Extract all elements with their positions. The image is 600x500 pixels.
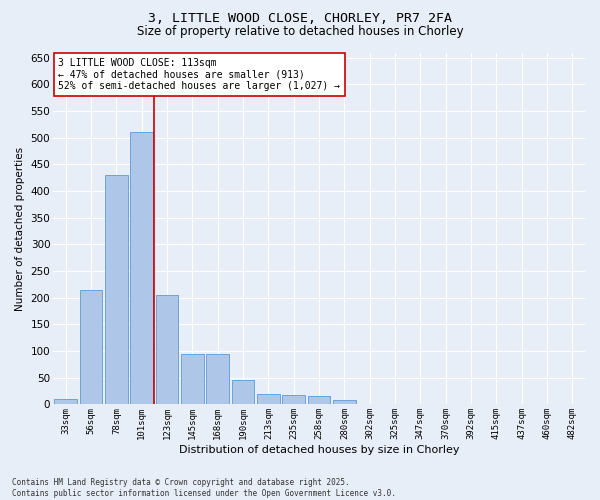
Bar — [130, 132, 153, 404]
Text: 3, LITTLE WOOD CLOSE, CHORLEY, PR7 2FA: 3, LITTLE WOOD CLOSE, CHORLEY, PR7 2FA — [148, 12, 452, 26]
Bar — [308, 396, 331, 404]
Text: Size of property relative to detached houses in Chorley: Size of property relative to detached ho… — [137, 25, 463, 38]
Y-axis label: Number of detached properties: Number of detached properties — [15, 146, 25, 310]
Bar — [283, 395, 305, 404]
Bar — [55, 399, 77, 404]
Text: Contains HM Land Registry data © Crown copyright and database right 2025.
Contai: Contains HM Land Registry data © Crown c… — [12, 478, 396, 498]
Text: 3 LITTLE WOOD CLOSE: 113sqm
← 47% of detached houses are smaller (913)
52% of se: 3 LITTLE WOOD CLOSE: 113sqm ← 47% of det… — [58, 58, 340, 91]
Bar — [181, 354, 204, 405]
Bar — [206, 354, 229, 405]
Bar — [105, 175, 128, 404]
X-axis label: Distribution of detached houses by size in Chorley: Distribution of detached houses by size … — [179, 445, 459, 455]
Bar — [155, 295, 178, 405]
Bar — [232, 380, 254, 404]
Bar — [333, 400, 356, 404]
Bar — [257, 394, 280, 404]
Bar — [80, 290, 103, 405]
